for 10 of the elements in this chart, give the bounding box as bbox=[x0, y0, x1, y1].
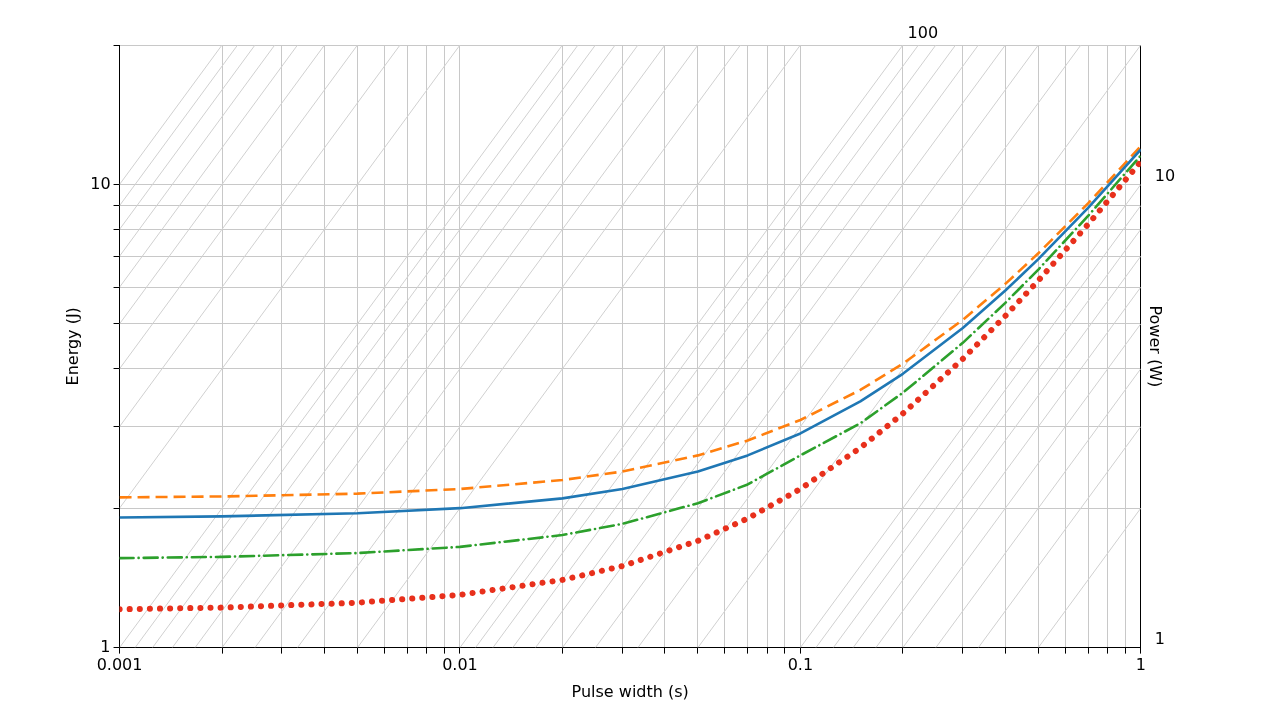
annotation: 10 bbox=[1154, 165, 1176, 185]
x-tick-label: 0.1 bbox=[787, 655, 814, 675]
y2-axis-title: Power (W) bbox=[1146, 305, 1166, 388]
x-tick-label: 0.01 bbox=[442, 655, 478, 675]
annotation: 100 bbox=[907, 23, 939, 43]
x-axis-title: Pulse width (s) bbox=[571, 681, 689, 701]
x-tick-label: 1 bbox=[1135, 655, 1146, 675]
y-axis-title: Energy (J) bbox=[62, 307, 82, 386]
x-tick-label: 0.001 bbox=[96, 655, 143, 675]
text: 1 bbox=[1154, 628, 1165, 648]
